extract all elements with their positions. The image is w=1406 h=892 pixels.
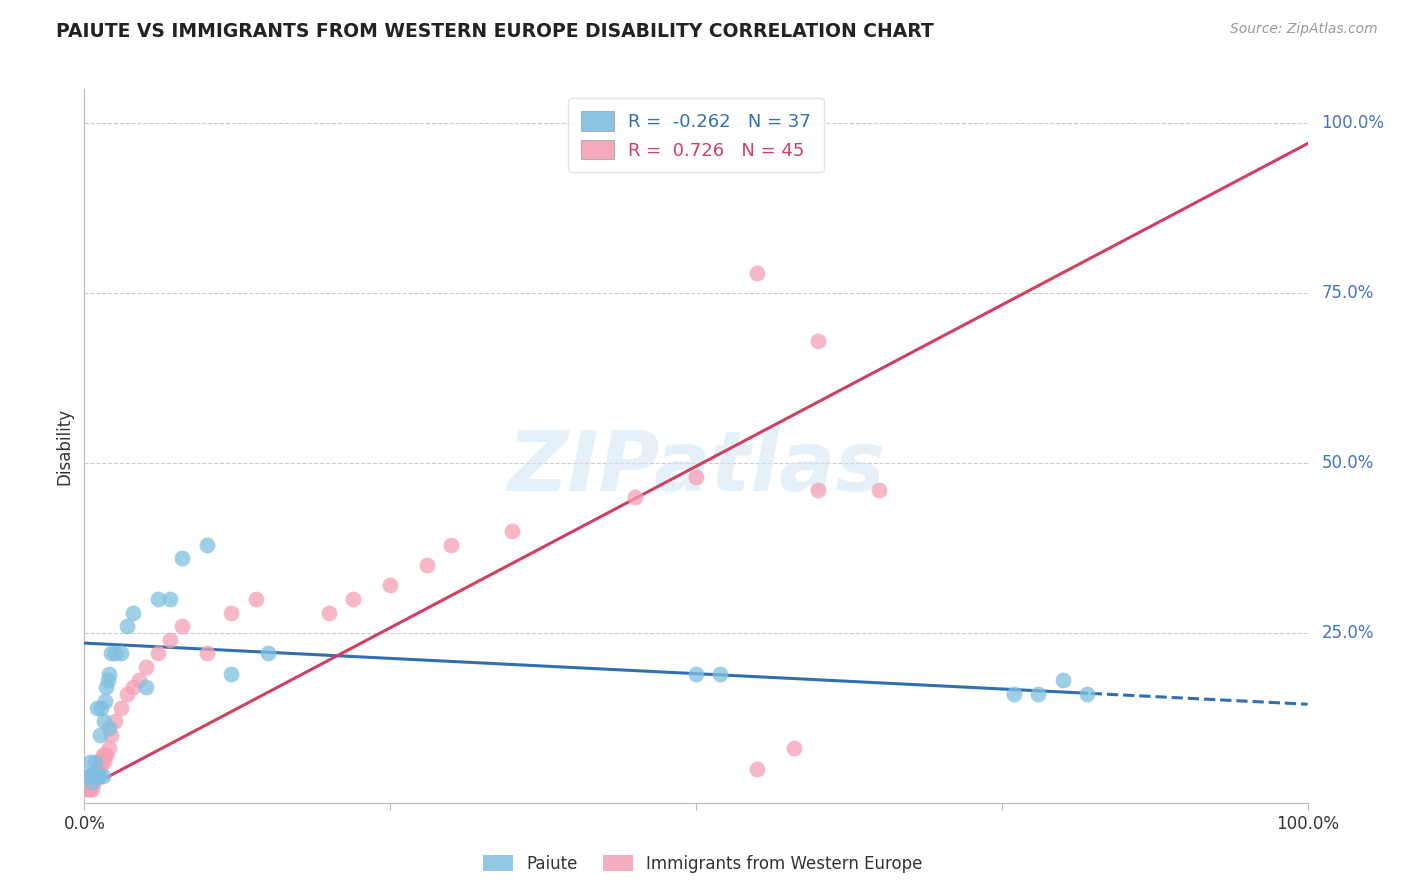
Point (82, 769, 104, 783)
Point (195, 646, 218, 660)
Point (93, 714, 115, 729)
Point (110, 700, 132, 714)
Point (219, 666, 242, 681)
Point (77, 769, 100, 783)
Point (807, 483, 830, 498)
Point (90, 755, 112, 769)
Text: Source: ZipAtlas.com: Source: ZipAtlas.com (1230, 22, 1378, 37)
Point (115, 687, 138, 701)
Point (94, 748, 117, 763)
Point (89, 755, 111, 769)
Point (1076, 687, 1098, 701)
Legend: R =  -0.262   N = 37, R =  0.726   N = 45: R = -0.262 N = 37, R = 0.726 N = 45 (568, 98, 824, 172)
Point (83, 775, 105, 789)
Point (100, 646, 122, 660)
Point (318, 606, 340, 620)
Point (257, 646, 280, 660)
Point (172, 619, 194, 633)
Point (122, 680, 145, 694)
Point (87, 762, 110, 776)
Point (146, 591, 169, 606)
Point (416, 558, 439, 572)
Legend: Paiute, Immigrants from Western Europe: Paiute, Immigrants from Western Europe (477, 848, 929, 880)
Point (91, 748, 114, 763)
Point (96, 680, 118, 694)
Point (84, 755, 107, 769)
Point (783, 741, 806, 756)
Point (135, 680, 157, 694)
Point (115, 619, 138, 633)
Point (747, 266, 769, 280)
Text: 25.0%: 25.0% (1322, 624, 1374, 642)
Text: 50.0%: 50.0% (1322, 454, 1374, 472)
Point (807, 334, 830, 348)
Point (79, 782, 101, 797)
Point (159, 591, 181, 606)
Point (83, 769, 105, 783)
Point (501, 524, 523, 538)
Point (122, 606, 145, 620)
Point (77, 782, 100, 797)
Point (82, 769, 104, 783)
Point (104, 646, 127, 660)
Point (709, 666, 731, 681)
Point (94, 694, 117, 708)
Point (146, 646, 169, 660)
Point (1028, 687, 1050, 701)
Text: ZIPatlas: ZIPatlas (508, 427, 884, 508)
Point (159, 632, 181, 647)
Point (90, 700, 112, 714)
Point (245, 591, 267, 606)
Point (1002, 687, 1025, 701)
Point (79, 755, 101, 769)
Text: PAIUTE VS IMMIGRANTS FROM WESTERN EUROPE DISABILITY CORRELATION CHART: PAIUTE VS IMMIGRANTS FROM WESTERN EUROPE… (56, 22, 934, 41)
Point (77, 769, 100, 783)
Point (86, 700, 108, 714)
Point (172, 551, 194, 566)
Point (624, 490, 647, 504)
Point (84, 769, 107, 783)
Point (86, 769, 108, 783)
Point (110, 646, 132, 660)
Point (97, 721, 120, 735)
Point (1052, 673, 1074, 688)
Point (135, 660, 157, 674)
Point (747, 762, 769, 776)
Point (96, 748, 118, 763)
Point (87, 769, 110, 783)
Point (104, 714, 127, 729)
Point (195, 537, 218, 551)
Point (440, 537, 463, 551)
Point (219, 606, 242, 620)
Point (380, 578, 402, 592)
Point (80, 782, 103, 797)
Point (87, 769, 110, 783)
Point (97, 673, 120, 688)
Point (869, 483, 891, 498)
Point (128, 673, 150, 688)
Point (685, 469, 707, 483)
Point (97, 666, 120, 681)
Text: 75.0%: 75.0% (1322, 284, 1374, 302)
Point (77, 775, 100, 789)
Point (97, 741, 120, 756)
Point (76, 782, 98, 797)
Y-axis label: Disability: Disability (55, 408, 73, 484)
Text: 100.0%: 100.0% (1322, 114, 1385, 132)
Point (91, 769, 114, 783)
Point (89, 728, 111, 742)
Point (342, 591, 364, 606)
Point (93, 755, 115, 769)
Point (87, 762, 110, 776)
Point (685, 666, 707, 681)
Point (100, 728, 122, 742)
Point (80, 775, 103, 789)
